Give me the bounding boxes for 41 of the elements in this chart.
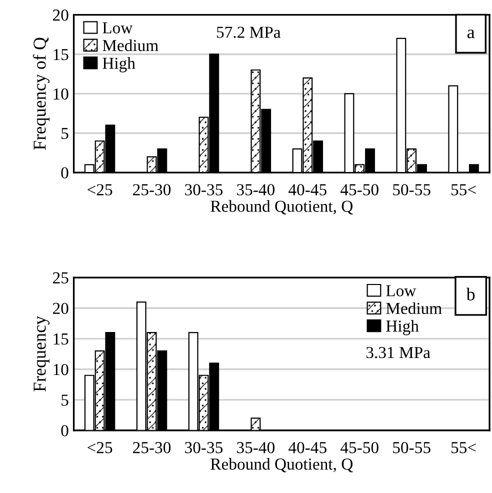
x-tick-label: 30-35 bbox=[185, 442, 223, 454]
legend-label: High bbox=[386, 320, 419, 336]
x-axis-title: Rebound Quotient, Q bbox=[210, 458, 353, 472]
y-tick-label: 0 bbox=[61, 425, 68, 436]
x-axis-title: Rebound Quotient, Q bbox=[210, 200, 353, 214]
x-tick-label: 55< bbox=[451, 184, 476, 196]
x-tick-label: <25 bbox=[88, 184, 112, 196]
legend-label: Medium bbox=[102, 39, 158, 52]
annotation: b bbox=[466, 288, 475, 300]
x-tick-label: 40-45 bbox=[288, 442, 326, 454]
x-tick-label: 50-55 bbox=[393, 442, 430, 454]
x-tick-label: <25 bbox=[88, 442, 112, 454]
x-tick-label: 55< bbox=[451, 442, 476, 454]
legend-label: Medium bbox=[386, 302, 442, 314]
y-tick-label: 15 bbox=[54, 333, 68, 345]
x-tick-label: 30-35 bbox=[185, 184, 223, 196]
y-tick-label: 20 bbox=[53, 302, 68, 314]
x-tick-label: 35-40 bbox=[237, 442, 274, 454]
annotation: a bbox=[467, 30, 475, 38]
y-tick-label: 10 bbox=[54, 364, 68, 376]
y-tick-label: 10 bbox=[54, 88, 68, 100]
y-tick-label: 5 bbox=[62, 394, 68, 406]
x-tick-label: 25-30 bbox=[133, 442, 171, 454]
x-tick-label: 25-30 bbox=[133, 184, 171, 196]
y-axis-title: Frequency bbox=[34, 316, 50, 392]
y-tick-label: 5 bbox=[62, 128, 68, 140]
legend-label: High bbox=[102, 57, 136, 72]
x-tick-label: 35-40 bbox=[237, 184, 274, 196]
y-tick-label: 25 bbox=[53, 272, 68, 284]
y-tick-label: 15 bbox=[54, 49, 68, 60]
x-tick-label: 45-50 bbox=[340, 184, 378, 196]
y-tick-label: 20 bbox=[53, 9, 68, 21]
annotation: 57.2 MPa bbox=[216, 26, 281, 38]
x-tick-label: 40-45 bbox=[288, 184, 326, 196]
x-tick-label: 50-55 bbox=[393, 184, 430, 196]
legend-label: Low bbox=[102, 22, 133, 34]
y-tick-label: 0 bbox=[61, 167, 68, 178]
y-axis-title: Frequency of Q bbox=[32, 37, 50, 150]
legend-label: Low bbox=[386, 285, 416, 296]
annotation: 3.31 MPa bbox=[366, 346, 430, 358]
x-tick-label: 45-50 bbox=[340, 442, 378, 454]
